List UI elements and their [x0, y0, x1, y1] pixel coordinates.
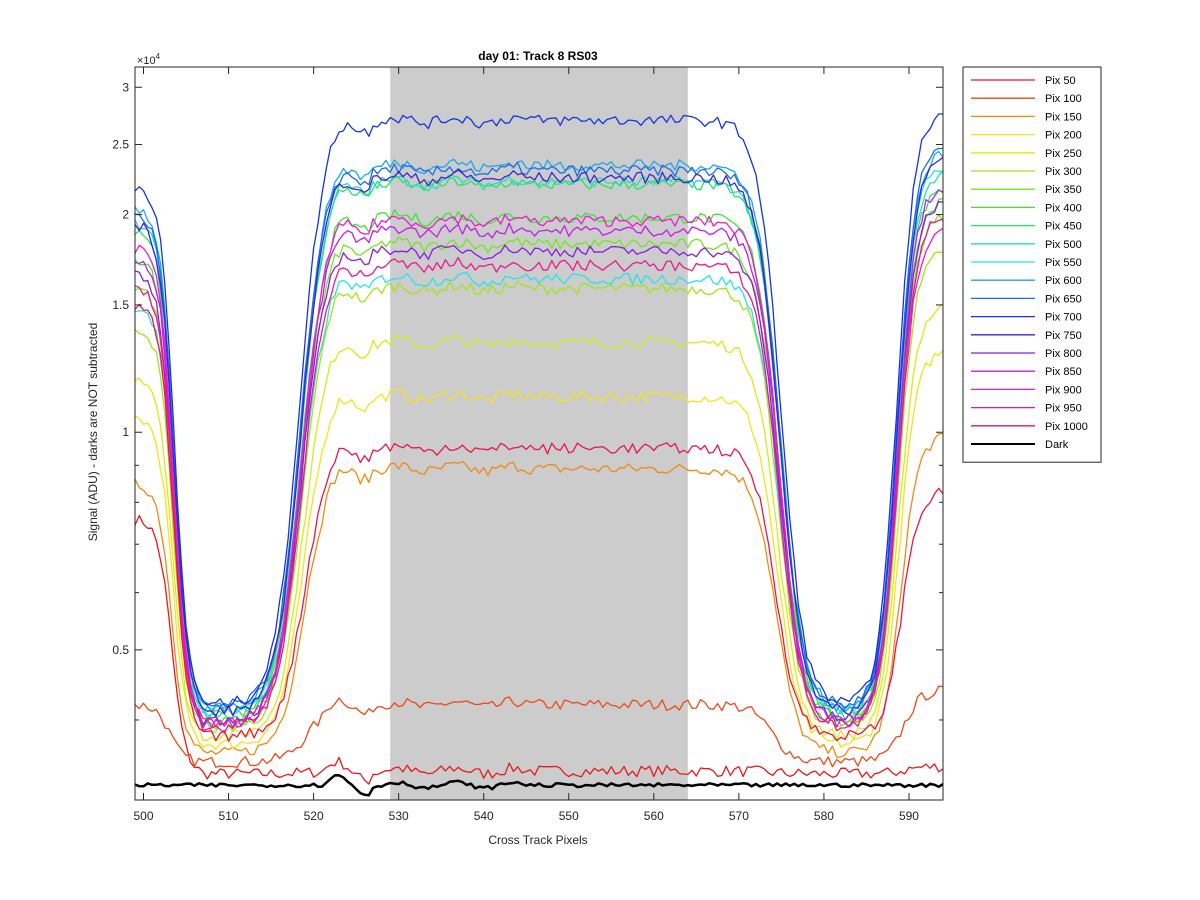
x-tick-label: 540 [474, 809, 494, 823]
svg-text:×104: ×104 [137, 52, 161, 67]
x-tick-label: 550 [559, 809, 579, 823]
legend-label: Pix 1000 [1045, 421, 1088, 433]
x-tick-label: 590 [899, 809, 919, 823]
series-line-pix-250 [135, 303, 943, 742]
x-tick-label: 530 [389, 809, 409, 823]
legend-label: Pix 750 [1045, 330, 1082, 342]
legend-label: Pix 950 [1045, 403, 1082, 415]
legend-label: Pix 50 [1045, 75, 1076, 87]
legend-label: Pix 350 [1045, 184, 1082, 196]
series-lines [135, 113, 943, 797]
x-tick-label: 580 [814, 809, 834, 823]
x-tick-label: 520 [304, 809, 324, 823]
chart-title: day 01: Track 8 RS03 [478, 49, 598, 63]
series-line-pix-150 [135, 432, 943, 758]
legend-label: Pix 550 [1045, 257, 1082, 269]
legend-label: Pix 850 [1045, 366, 1082, 378]
legend: Pix 50 Pix 100 Pix 150 Pix 200 Pix 250 Pix 30… [962, 66, 1102, 463]
legend-box [962, 66, 1102, 463]
series-line-pix-900 [135, 214, 943, 728]
legend-label: Pix 700 [1045, 312, 1082, 324]
legend-label: Pix 300 [1045, 166, 1082, 178]
legend-label: Pix 500 [1045, 239, 1082, 251]
y-axis-title: Signal (ADU) - darks are NOT subtracted [86, 323, 100, 542]
series-line-pix-200 [135, 349, 943, 751]
y-tick-label: 1.5 [112, 298, 129, 312]
x-tick-label: 500 [133, 809, 153, 823]
x-axis-title: Cross Track Pixels [488, 833, 587, 847]
axes: 500 510 520 530 540 550 560 570 580 590 0.5 1 1.5 2 2.… [112, 66, 944, 823]
x-tick-label: 560 [644, 809, 664, 823]
legend-label: Dark [1045, 439, 1069, 451]
legend-label: Pix 450 [1045, 221, 1082, 233]
series-line-pix-750 [135, 156, 943, 717]
legend-label: Pix 400 [1045, 202, 1082, 214]
y-tick-label: 2.5 [112, 138, 129, 152]
axes-box [134, 66, 944, 801]
x-tick-label: 570 [729, 809, 749, 823]
legend-label: Pix 600 [1045, 275, 1082, 287]
legend-label: Pix 150 [1045, 111, 1082, 123]
legend-label: Pix 900 [1045, 384, 1082, 396]
y-tick-label: 1 [122, 425, 129, 439]
series-line-pix-600 [135, 150, 943, 713]
legend-label: Pix 800 [1045, 348, 1082, 360]
x-tick-label: 510 [219, 809, 239, 823]
series-line-pix-950 [135, 218, 943, 734]
series-line-dark [135, 774, 943, 797]
legend-label: Pix 650 [1045, 293, 1082, 305]
y-tick-label: 3 [122, 80, 129, 94]
series-line-pix-100 [135, 685, 943, 769]
plot-area [135, 67, 943, 800]
series-line-pix-50 [135, 514, 943, 785]
y-tick-label: 2 [122, 208, 129, 222]
series-line-pix-700 [135, 113, 943, 709]
series-line-pix-1000 [135, 303, 943, 742]
legend-label: Pix 100 [1045, 93, 1082, 105]
legend-label: Pix 250 [1045, 148, 1082, 160]
legend-label: Pix 200 [1045, 130, 1082, 142]
y-tick-label: 0.5 [112, 643, 129, 657]
y-exponent-label: ×104 [137, 52, 161, 67]
